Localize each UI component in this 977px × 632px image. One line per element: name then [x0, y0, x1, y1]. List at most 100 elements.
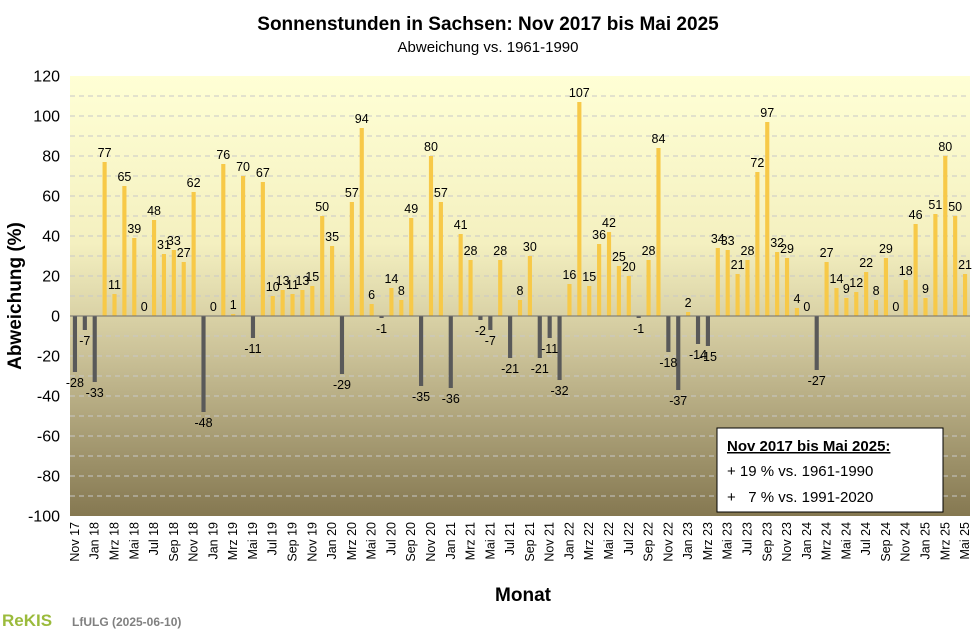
data-label: -48	[194, 416, 212, 430]
bar	[92, 316, 97, 382]
data-label: -14	[689, 348, 707, 362]
bar	[399, 300, 404, 316]
data-label: 12	[849, 276, 863, 290]
data-label: 9	[922, 282, 929, 296]
x-tick-label: Mai 18	[127, 522, 141, 560]
bar	[379, 316, 384, 318]
bar	[330, 246, 335, 316]
x-tick-label: Jul 18	[147, 522, 161, 555]
data-label: 28	[464, 244, 478, 258]
bar	[794, 308, 799, 316]
x-tick-label: Jan 21	[444, 522, 458, 560]
x-tick-label: Nov 19	[305, 522, 319, 562]
chart-title: Sonnenstunden in Sachsen: Nov 2017 bis M…	[257, 14, 719, 35]
y-axis-ticks: -100 -80 -60 -40 -20 0 20 40 60 80 100 120	[28, 69, 60, 526]
x-tick-label: Mai 22	[602, 522, 616, 560]
x-tick-label: Jan 22	[562, 522, 576, 560]
data-label: 15	[305, 270, 319, 284]
data-label: 77	[98, 146, 112, 160]
x-tick-label: Jul 23	[740, 522, 754, 555]
bar	[547, 316, 552, 338]
bar	[715, 248, 720, 316]
data-label: 0	[892, 300, 899, 314]
data-label: -18	[659, 356, 677, 370]
bar	[458, 234, 463, 316]
x-tick-label: Mai 24	[839, 522, 853, 560]
bar	[231, 314, 236, 316]
bar	[428, 156, 434, 316]
bar	[270, 296, 275, 316]
bar	[943, 156, 948, 316]
data-label: -21	[501, 362, 519, 376]
data-label: 8	[873, 284, 880, 298]
bar	[676, 316, 681, 390]
bar	[280, 290, 285, 316]
footer-logo: ReKIS LfULG (2025-06-10)	[2, 611, 181, 630]
data-label: 4	[793, 292, 800, 306]
data-label: -28	[66, 376, 84, 390]
x-tick-label: Mai 19	[246, 522, 260, 560]
x-tick-label: Jan 18	[88, 522, 102, 560]
data-label: -36	[442, 392, 460, 406]
data-label: 0	[210, 300, 217, 314]
y-tick-label: -20	[37, 349, 60, 366]
bar	[241, 176, 246, 316]
x-tick-label: Jul 24	[859, 522, 873, 555]
x-tick-label: Nov 18	[187, 522, 201, 562]
bar	[873, 300, 879, 316]
bar	[151, 220, 157, 316]
y-tick-label: 120	[33, 69, 60, 86]
x-tick-label: Jul 19	[266, 522, 280, 555]
rekis-logo: ReKIS	[2, 611, 52, 630]
data-label: 84	[652, 132, 666, 146]
data-label: 97	[760, 106, 774, 120]
data-label: 14	[830, 272, 844, 286]
data-label: 6	[368, 288, 375, 302]
bar	[597, 244, 602, 316]
summary-box: Nov 2017 bis Mai 2025: + 19 % vs. 1961-1…	[716, 427, 944, 513]
bar	[517, 300, 523, 316]
data-label: -7	[79, 334, 90, 348]
data-label: 67	[256, 166, 270, 180]
x-tick-label: Mai 21	[483, 522, 497, 560]
bar	[735, 274, 740, 316]
data-label: 65	[117, 170, 131, 184]
bar	[448, 316, 453, 388]
y-tick-label: 20	[42, 269, 60, 286]
data-label: 29	[780, 242, 794, 256]
bar	[636, 316, 641, 318]
y-tick-label: 40	[42, 229, 60, 246]
data-label: 32	[770, 236, 784, 250]
data-label: 31	[157, 238, 171, 252]
x-tick-label: Nov 21	[543, 522, 557, 562]
bar	[962, 274, 968, 316]
bar	[82, 316, 87, 330]
data-label: 94	[355, 112, 369, 126]
x-axis-title: Monat	[495, 585, 552, 606]
y-tick-label: -100	[28, 509, 60, 526]
data-label: 20	[622, 260, 636, 274]
bar	[537, 316, 542, 358]
data-label: 72	[750, 156, 764, 170]
bar	[844, 298, 849, 316]
data-label: 13	[295, 274, 309, 288]
x-tick-label: Mai 23	[721, 522, 735, 560]
bar	[775, 252, 780, 316]
bar	[953, 216, 958, 316]
bar	[300, 290, 305, 316]
bar	[834, 288, 839, 316]
chart-subtitle: Abweichung vs. 1961-1990	[398, 39, 579, 56]
x-tick-label: Nov 17	[68, 522, 82, 562]
data-label: 8	[517, 284, 524, 298]
bar	[864, 272, 869, 316]
data-label: 2	[685, 296, 692, 310]
x-tick-label: Sep 20	[404, 522, 418, 562]
x-tick-label: Sep 24	[879, 522, 893, 562]
x-tick-label: Jul 20	[384, 522, 398, 555]
bar	[666, 316, 671, 352]
data-label: -27	[808, 374, 826, 388]
bar	[409, 218, 414, 316]
x-axis-ticks: Nov 17 Jan 18 Mrz 18 Mai 18 Jul 18 Sep 18 Nov …	[68, 522, 972, 562]
bar	[498, 260, 503, 316]
bar	[854, 292, 859, 316]
